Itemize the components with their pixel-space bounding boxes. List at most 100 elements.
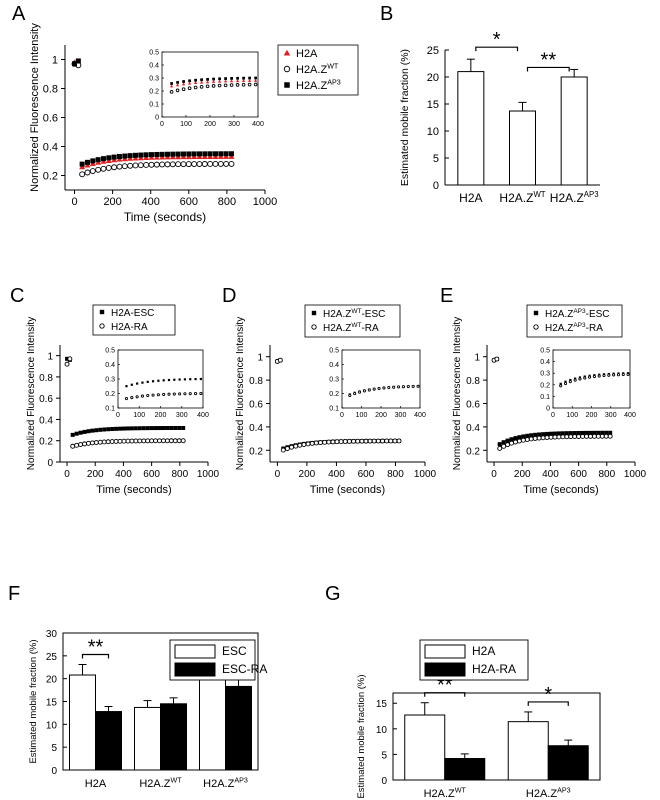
legend-frame — [277, 44, 359, 96]
data-point — [127, 155, 134, 161]
inset-point — [626, 372, 630, 376]
data-point — [132, 155, 139, 161]
data-point — [145, 438, 151, 444]
data-point — [137, 154, 144, 161]
inset-point — [569, 378, 572, 382]
data-point — [143, 154, 150, 160]
legend-marker — [99, 323, 105, 329]
data-point — [501, 440, 506, 445]
data-point — [164, 151, 170, 157]
data-point — [513, 439, 518, 445]
inset-y-tick-label: 0.3 — [540, 371, 550, 378]
inset-point — [573, 378, 577, 382]
data-point — [532, 436, 538, 441]
category-label-text: H2A.Z — [139, 778, 170, 790]
data-point — [164, 161, 171, 168]
data-point — [228, 153, 235, 159]
inset-point — [406, 384, 410, 389]
panel-b-chart: 0 5 10 15 20 25 Estimated mobile fraction (%) H… — [399, 29, 600, 205]
data-point — [375, 438, 381, 444]
inset-point — [162, 392, 166, 397]
data-point — [169, 425, 174, 430]
data-point — [536, 435, 542, 441]
inset-point — [211, 79, 216, 83]
inset-y-tick-label: 0.2 — [149, 89, 159, 96]
panel-letter-d: D — [222, 285, 236, 307]
y-tick-label: 1 — [52, 55, 58, 67]
data-point — [145, 426, 150, 431]
data-point — [540, 435, 546, 441]
data-point — [67, 356, 73, 362]
bar — [547, 745, 589, 781]
inset-point — [151, 393, 155, 397]
inset-point — [194, 377, 197, 381]
category-label: H2A.ZWT — [424, 787, 467, 800]
plot-frame — [392, 692, 601, 781]
y-tick-label: 0.8 — [249, 376, 263, 387]
data-point — [149, 438, 155, 444]
data-point — [576, 434, 582, 439]
data-point — [201, 153, 208, 159]
data-point — [170, 151, 176, 157]
data-point — [588, 433, 593, 439]
inset-point — [235, 83, 240, 87]
data-point — [65, 356, 70, 361]
x-tick-label: 600 — [358, 469, 375, 480]
data-point — [173, 425, 178, 430]
data-point — [228, 151, 234, 157]
inset-point — [188, 392, 192, 396]
data-point — [371, 438, 377, 444]
y-axis-label: Normalized Fluorescence Intensity — [452, 317, 463, 470]
inset-x-tick-label: 400 — [197, 412, 209, 419]
y-tick-label: 30 — [46, 629, 58, 640]
data-point — [223, 160, 230, 167]
data-point — [95, 157, 101, 163]
data-point — [97, 439, 103, 445]
category-label-sup: AP3 — [234, 777, 248, 785]
inset-point — [187, 86, 192, 91]
data-point — [338, 439, 344, 445]
inset-x-tick-label: 0 — [160, 121, 164, 128]
legend-swatch — [424, 644, 466, 659]
data-point — [118, 426, 123, 431]
y-axis-label: Normalized Fluorescence Intensity — [235, 317, 246, 470]
y-tick-label: 0.4 — [466, 423, 480, 434]
data-point — [388, 438, 394, 444]
y-tick-label: 0 — [47, 458, 53, 469]
data-point — [105, 165, 112, 171]
category-label: H2A.ZAP3 — [550, 190, 599, 205]
bar — [134, 706, 161, 771]
inset-point — [229, 83, 234, 87]
data-point — [82, 441, 87, 447]
data-point — [95, 159, 102, 165]
data-point — [164, 438, 170, 444]
inset-point — [353, 392, 357, 396]
inset-point — [387, 386, 391, 390]
y-axis-label: Estimated mobile fraction (%) — [356, 674, 367, 798]
data-point — [121, 438, 127, 444]
y-tick-label: 0.6 — [249, 400, 263, 411]
data-point — [607, 433, 613, 439]
panel-letter-c: C — [10, 285, 24, 307]
data-point — [129, 438, 135, 444]
inset-point — [146, 380, 149, 383]
inset-point — [205, 80, 210, 84]
y-tick-label: 0 — [381, 776, 387, 787]
data-point — [86, 429, 91, 434]
data-point — [72, 61, 78, 67]
y-tick-label: 0.4 — [39, 415, 53, 426]
y-tick-label: 1 — [47, 352, 53, 363]
inset-y-tick-label: 0.2 — [540, 382, 550, 389]
data-point — [175, 151, 181, 157]
inset-point — [247, 79, 252, 82]
inset-point — [377, 386, 381, 391]
significance-label: * — [493, 29, 501, 51]
legend-label-sup: AP3 — [573, 322, 586, 329]
inset-point — [568, 380, 572, 384]
inset-point — [357, 390, 362, 394]
inset-point — [136, 382, 139, 385]
inset-point — [188, 79, 191, 83]
inset-point — [217, 83, 222, 88]
data-point — [367, 438, 373, 444]
